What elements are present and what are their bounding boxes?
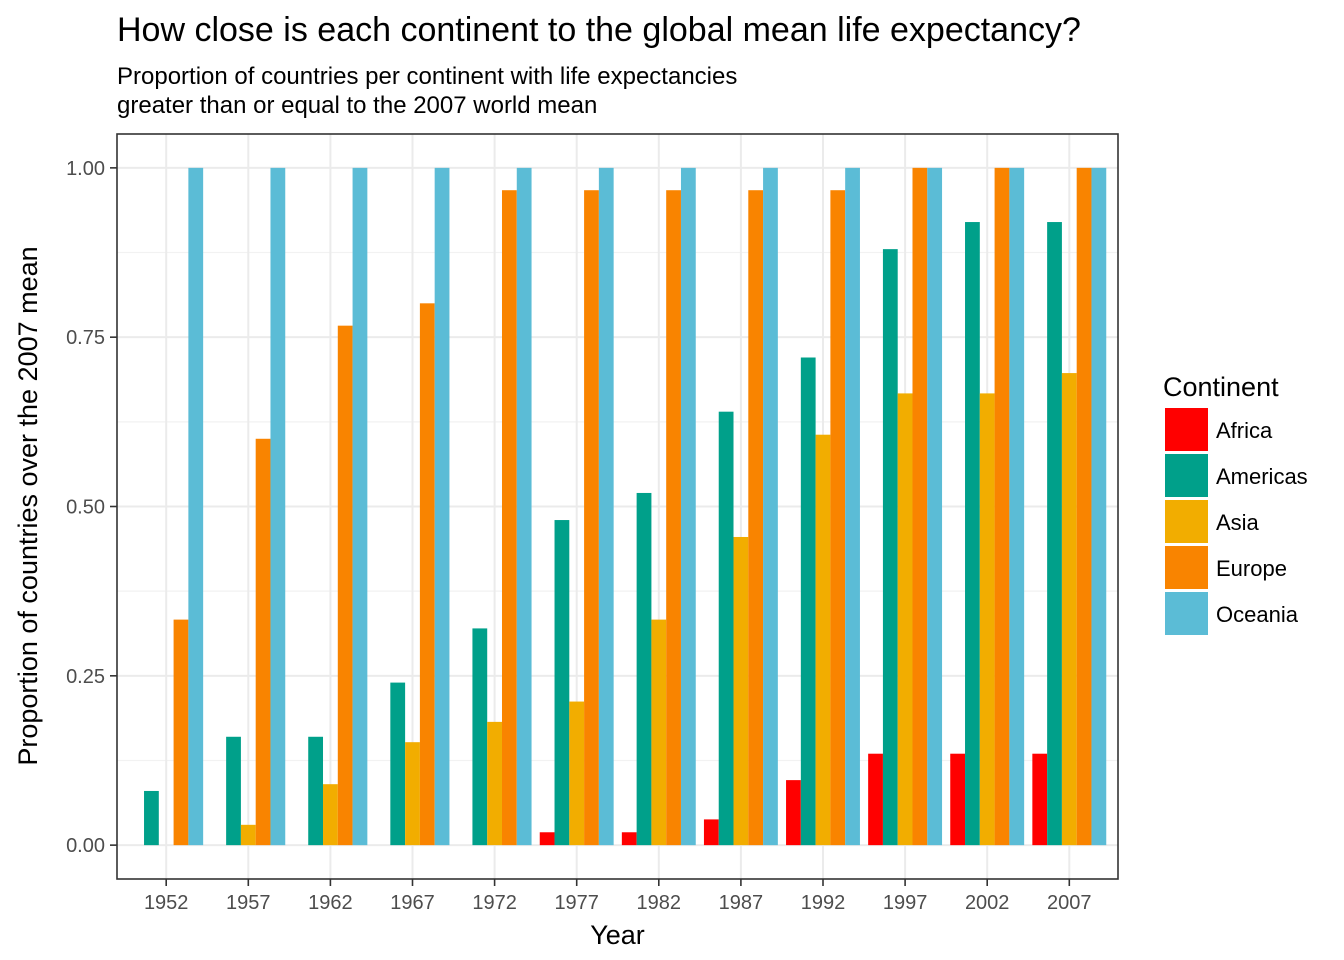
bar-africa-1987 <box>703 819 719 846</box>
bar-europe-1977 <box>584 190 599 846</box>
bar-asia-2007 <box>1061 373 1077 846</box>
bar-americas-1997 <box>882 249 898 846</box>
x-tick-label: 1967 <box>390 892 435 914</box>
bar-oceania-1952 <box>188 167 204 846</box>
bar-americas-1992 <box>800 357 816 846</box>
bar-europe-2007 <box>1076 167 1092 846</box>
legend: Continent Africa Americas Asia Europe Oceani… <box>1163 372 1308 635</box>
bar-asia-1987 <box>733 536 749 846</box>
chart-title: How close is each continent to the globa… <box>117 11 1081 49</box>
bar-africa-1977 <box>539 832 555 846</box>
bar-asia-1997 <box>897 393 913 846</box>
bar-asia-1957 <box>240 824 256 846</box>
bar-oceania-1967 <box>434 167 450 846</box>
bar-oceania-1962 <box>352 167 368 846</box>
legend-key-oceania <box>1165 592 1208 635</box>
bar-oceania-1987 <box>763 167 778 846</box>
x-tick-label: 1987 <box>719 892 764 914</box>
bar-europe-1982 <box>666 190 681 846</box>
bar-oceania-1972 <box>516 167 532 846</box>
y-tick-label: 0.00 <box>66 835 105 857</box>
x-tick-label: 1962 <box>308 892 353 914</box>
bar-asia-1982 <box>651 619 667 846</box>
bar-oceania-2007 <box>1091 167 1107 846</box>
legend-key-americas <box>1165 454 1208 497</box>
x-axis: 1952 1957 1962 1967 1972 1977 1982 1987 1992 1997… <box>144 879 1092 914</box>
y-tick-label: 1.00 <box>66 158 105 180</box>
bar-oceania-1957 <box>270 167 286 846</box>
legend-label-americas: Americas <box>1216 464 1308 489</box>
x-tick-label: 1972 <box>472 892 517 914</box>
legend-key-africa <box>1165 408 1208 451</box>
y-axis-title: Proportion of countries over the 2007 me… <box>13 246 43 765</box>
bar-oceania-1992 <box>845 167 860 846</box>
bar-asia-2002 <box>979 393 995 846</box>
bar-europe-1957 <box>255 438 271 846</box>
bar-americas-1962 <box>308 736 324 846</box>
bar-europe-1952 <box>173 619 189 846</box>
bar-europe-1972 <box>501 190 517 846</box>
y-tick-label: 0.25 <box>66 666 105 688</box>
bar-europe-1992 <box>830 190 846 846</box>
bar-asia-1972 <box>487 721 502 846</box>
x-tick-label: 1957 <box>226 892 271 914</box>
bars <box>144 167 1107 846</box>
bar-americas-1982 <box>636 492 652 846</box>
legend-label-europe: Europe <box>1216 556 1287 581</box>
bar-africa-1997 <box>868 753 883 846</box>
bar-americas-1967 <box>390 682 406 846</box>
x-axis-title: Year <box>590 920 645 950</box>
y-tick-label: 0.50 <box>66 497 105 519</box>
x-tick-label: 1992 <box>801 892 846 914</box>
bar-europe-1962 <box>337 325 353 846</box>
plot-area <box>116 133 1119 880</box>
bar-americas-1987 <box>718 411 734 846</box>
bar-africa-2002 <box>950 753 966 846</box>
chart-subtitle-line-1: Proportion of countries per continent wi… <box>117 63 737 90</box>
bar-asia-1992 <box>815 434 831 846</box>
bar-africa-1982 <box>621 832 637 846</box>
x-tick-label: 2002 <box>965 892 1010 914</box>
bar-oceania-1982 <box>680 167 696 846</box>
y-axis: 0.00 0.25 0.50 0.75 1.00 <box>66 158 117 857</box>
bar-africa-2007 <box>1032 753 1048 846</box>
x-tick-label: 1997 <box>883 892 928 914</box>
bar-oceania-2002 <box>1009 167 1025 846</box>
legend-label-asia: Asia <box>1216 510 1260 535</box>
bar-europe-1997 <box>912 167 928 846</box>
bar-americas-2002 <box>965 222 980 846</box>
x-tick-label: 1952 <box>144 892 189 914</box>
bar-europe-1987 <box>748 190 764 846</box>
bar-americas-1977 <box>554 520 570 846</box>
bar-africa-1992 <box>786 780 801 846</box>
x-tick-label: 1977 <box>554 892 599 914</box>
legend-label-oceania: Oceania <box>1216 602 1299 627</box>
bar-europe-2002 <box>994 167 1010 846</box>
legend-title: Continent <box>1163 372 1279 402</box>
bar-americas-1972 <box>472 628 488 846</box>
legend-label-africa: Africa <box>1216 418 1273 443</box>
legend-key-europe <box>1165 546 1208 589</box>
bar-oceania-1997 <box>927 167 943 846</box>
bar-americas-1957 <box>226 736 241 846</box>
x-tick-label: 2007 <box>1047 892 1092 914</box>
bar-europe-1967 <box>419 303 435 846</box>
legend-key-asia <box>1165 500 1208 543</box>
chart-subtitle-line-2: greater than or equal to the 2007 world … <box>117 92 597 119</box>
x-tick-label: 1982 <box>637 892 682 914</box>
bar-asia-1962 <box>323 784 338 846</box>
bar-americas-2007 <box>1047 222 1062 846</box>
bar-asia-1977 <box>569 701 585 846</box>
y-tick-label: 0.75 <box>66 327 105 349</box>
bar-americas-1952 <box>144 790 159 846</box>
bar-asia-1967 <box>405 742 420 846</box>
bar-oceania-1977 <box>598 167 614 846</box>
